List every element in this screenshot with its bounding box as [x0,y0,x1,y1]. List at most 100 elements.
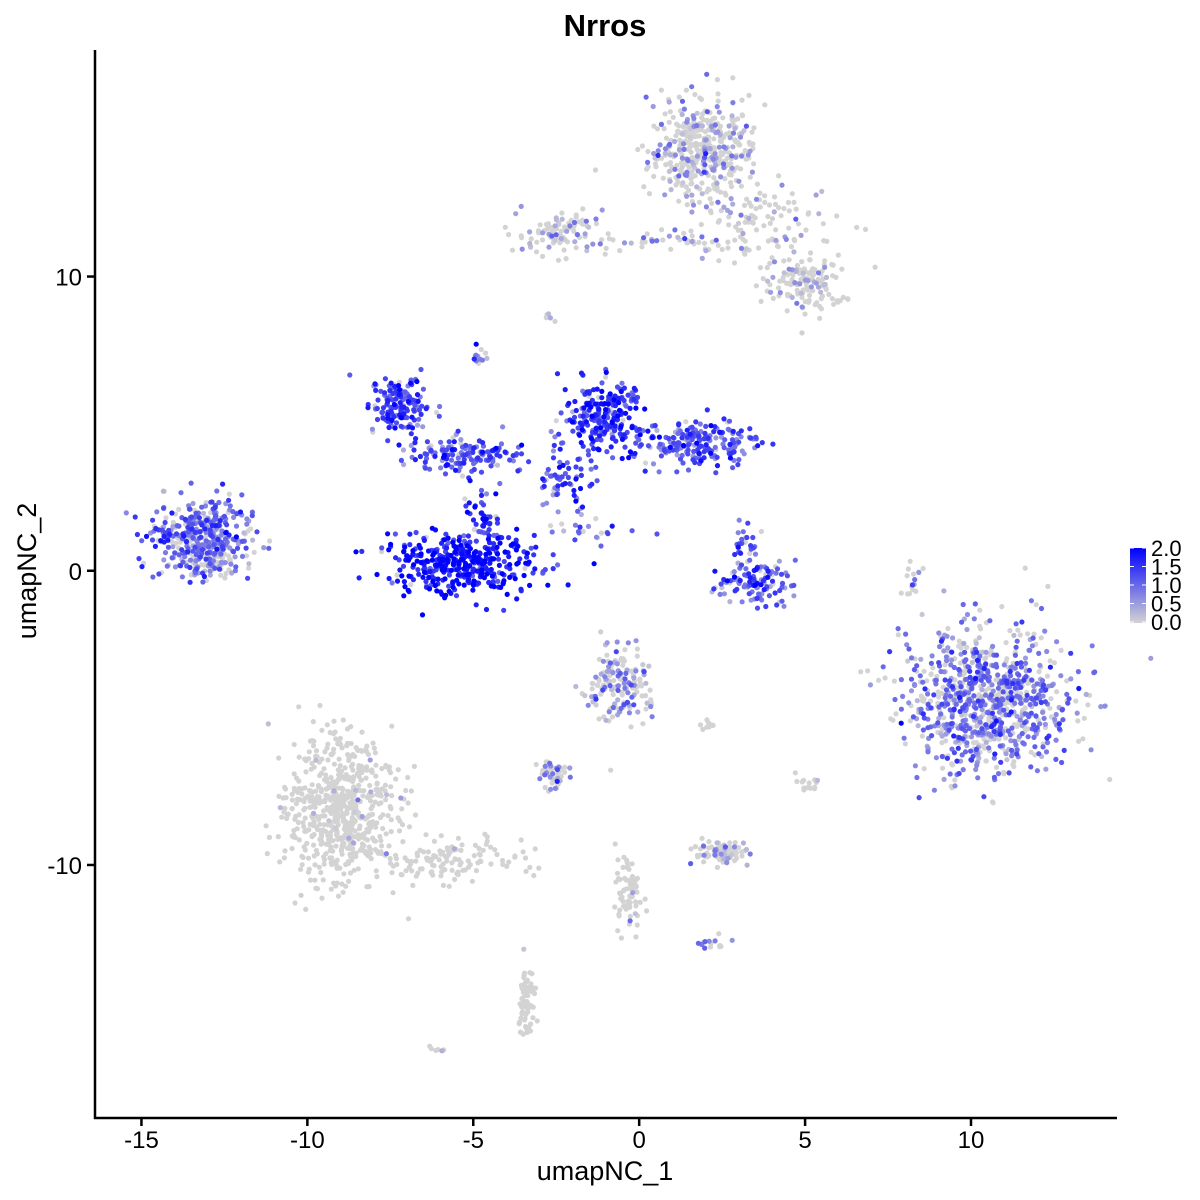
cell-point [1031,631,1037,637]
cell-point [123,510,129,516]
cell-point [1014,638,1020,644]
cell-point [792,280,798,286]
cell-point [380,405,387,411]
cell-point [425,548,432,554]
cell-point [389,793,395,799]
cell-point [492,847,498,853]
cell-point [715,219,721,225]
cell-point [771,259,778,265]
cell-point [405,587,411,593]
cell-point [241,530,247,536]
cell-point [441,452,448,458]
cell-point [331,788,337,794]
cell-point [739,599,745,605]
cell-point [716,144,722,150]
cell-point [819,293,826,299]
cell-point [419,612,426,618]
cell-point [578,370,585,376]
cell-point [566,465,572,471]
cell-point [367,757,373,763]
cell-point [557,446,563,452]
cell-point [995,771,1002,777]
cell-point [414,378,420,385]
cell-point [972,601,978,607]
cell-point [1044,740,1051,746]
cell-point [755,443,761,449]
cell-point [520,989,527,995]
cell-point [487,454,493,461]
cell-point [679,435,685,441]
cell-point [585,702,591,708]
cell-point [451,543,457,549]
cell-point [392,531,398,537]
x-axis-label: umapNC_1 [537,1156,674,1186]
cell-point [713,237,719,243]
cell-point [623,410,629,416]
cell-point [519,235,525,241]
cell-point [1028,764,1034,770]
cell-point [504,863,510,870]
cell-point [343,883,349,889]
cell-point [536,865,542,871]
cell-point [762,199,768,205]
cell-point [333,825,339,831]
cell-point [791,582,797,589]
cell-point [603,717,609,723]
cell-point [387,770,394,776]
cell-point [296,778,302,784]
cell-point [498,441,505,447]
cell-point [918,656,924,662]
cell-point [514,526,520,532]
cell-point [738,562,745,568]
cell-point [958,645,964,651]
cell-point [610,455,616,461]
cell-point [904,642,910,648]
cell-point [629,694,635,700]
cell-point [200,547,206,553]
cell-point [718,581,724,587]
cell-point [689,436,695,443]
cell-point [571,487,577,494]
cell-point [585,448,591,454]
x-tick-label: 0 [633,1127,646,1154]
cell-point [317,702,323,709]
cell-point [756,245,762,251]
cell-point [993,652,1000,658]
cell-point [743,846,750,853]
cell-point [455,572,461,578]
cell-point [458,847,464,854]
cell-point [558,236,564,242]
cell-point [978,714,984,721]
cell-point [668,187,674,193]
cell-point [716,931,722,937]
cell-point [964,626,970,633]
cell-point [478,858,484,865]
cell-point [944,755,951,761]
cell-point [388,541,394,547]
cell-point [207,527,213,533]
cell-point [753,227,760,233]
cell-point [1044,735,1050,741]
cell-point [949,714,955,720]
cell-point [164,563,170,569]
cell-point [688,228,694,234]
cell-point [753,196,760,202]
cell-point [363,746,369,752]
cell-point [747,426,753,432]
cell-point [506,232,512,238]
cell-point [702,430,708,436]
cell-point [701,436,707,442]
cell-point [618,935,625,941]
cell-point [414,392,421,398]
cell-point [913,588,919,594]
cell-point [183,539,190,545]
cell-point [428,447,434,453]
cell-point [340,889,346,895]
cell-point [713,470,719,476]
cell-point [519,442,525,448]
cell-point [500,424,506,430]
cell-point [941,588,947,594]
cell-point [437,848,443,854]
cell-point [466,500,472,506]
cell-point [339,791,345,797]
